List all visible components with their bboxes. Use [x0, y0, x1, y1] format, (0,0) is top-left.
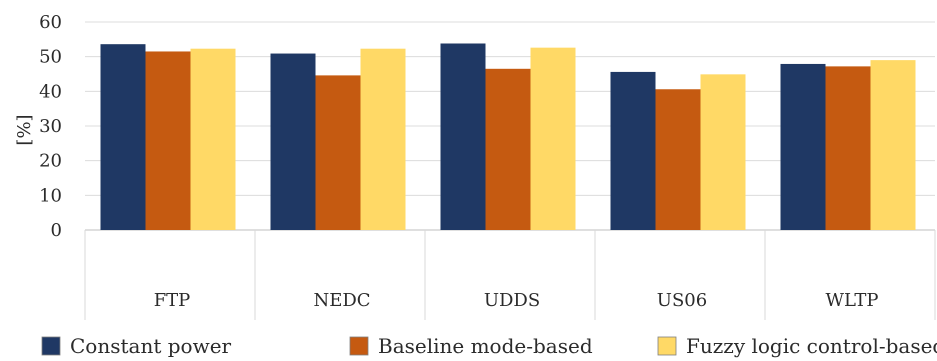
- x-category-label: US06: [657, 290, 707, 311]
- bar-us06-3: [700, 74, 746, 230]
- bar-nedc-3: [360, 48, 406, 231]
- y-axis-label: [%]: [14, 114, 35, 145]
- x-category-label: NEDC: [313, 290, 370, 311]
- y-tick-label: 60: [39, 12, 62, 33]
- y-tick-label: 10: [39, 185, 62, 206]
- category-separators: [84, 230, 936, 320]
- bar-wltp-3: [870, 60, 916, 231]
- bar-us06-2: [655, 89, 701, 231]
- x-category-label: WLTP: [825, 290, 878, 311]
- bar-ftp-3: [190, 48, 236, 231]
- y-tick-label: 40: [39, 81, 62, 102]
- legend: Constant power Baseline mode-based Fuzzy l…: [41, 334, 937, 358]
- bar-nedc-1: [270, 53, 316, 231]
- legend-label: Fuzzy logic control-based: [686, 334, 937, 358]
- legend-swatch: [41, 336, 61, 356]
- legend-label: Constant power: [70, 334, 232, 358]
- legend-swatch: [657, 336, 677, 356]
- bar-nedc-2: [315, 75, 361, 231]
- bar-udds-3: [530, 47, 576, 230]
- bars: [100, 43, 916, 231]
- bar-ftp-1: [100, 44, 146, 230]
- y-tick-label: 0: [51, 220, 62, 241]
- legend-label: Baseline mode-based: [378, 334, 593, 358]
- legend-swatch: [349, 336, 369, 356]
- x-category-label: FTP: [154, 290, 191, 311]
- bar-udds-2: [485, 68, 531, 230]
- y-tick-label: 50: [39, 47, 62, 68]
- bar-wltp-1: [780, 63, 826, 230]
- bar-wltp-2: [825, 66, 871, 230]
- bar-us06-1: [610, 71, 656, 230]
- x-axis-categories: FTP NEDC UDDS US06 WLTP: [154, 290, 879, 311]
- bar-udds-1: [440, 43, 486, 230]
- y-tick-label: 20: [39, 151, 62, 172]
- y-axis-ticks: 0 10 20 30 40 50 60: [39, 12, 62, 241]
- y-tick-label: 30: [39, 116, 62, 137]
- x-category-label: UDDS: [484, 290, 540, 311]
- bar-ftp-2: [145, 51, 191, 230]
